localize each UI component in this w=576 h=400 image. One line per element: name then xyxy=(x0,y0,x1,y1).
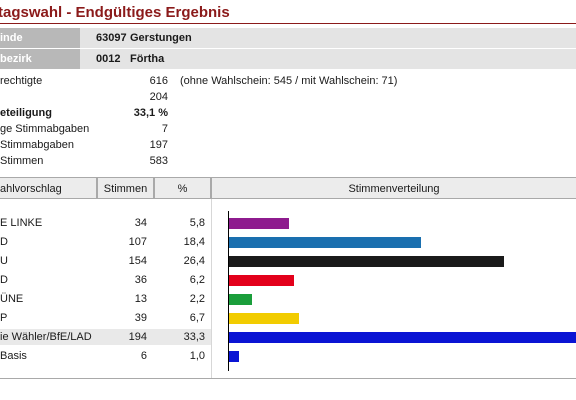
vote-bar xyxy=(229,218,289,229)
stat-row: ge Stimmabgaben 7 xyxy=(0,121,576,137)
table-row: U 154 26,4 xyxy=(0,253,211,269)
table-row: E LINKE 34 5,8 xyxy=(0,215,211,231)
district-number: 0012 xyxy=(96,53,121,65)
party-percent: 18,4 xyxy=(183,236,205,248)
stat-value: 616 xyxy=(149,75,168,87)
party-percent: 1,0 xyxy=(189,350,205,362)
vote-bar xyxy=(229,256,504,267)
table-row: Basis 6 1,0 xyxy=(0,348,211,364)
party-name: P xyxy=(0,312,8,324)
header-percent[interactable]: % xyxy=(154,177,211,199)
party-percent: 2,2 xyxy=(189,293,205,305)
info-row-municipality: inde 63097 Gerstungen xyxy=(0,28,576,48)
table-row: P 39 6,7 xyxy=(0,310,211,326)
page-title: tagswahl - Endgültiges Ergebnis xyxy=(0,4,230,21)
municipality-number: 63097 xyxy=(96,32,127,44)
stat-row: eteiligung 33,1 % xyxy=(0,105,576,121)
stat-label: Stimmen xyxy=(0,155,44,167)
results-table: ahlvorschlag Stimmen % Stimmenverteilung xyxy=(0,177,576,380)
info-label: bezirk xyxy=(0,49,80,69)
party-name: U xyxy=(0,255,8,267)
stat-label: Stimmabgaben xyxy=(0,139,74,151)
stat-note: (ohne Wahlschein: 545 / mit Wahlschein: … xyxy=(180,75,398,87)
table-row: D 107 18,4 xyxy=(0,234,211,250)
party-votes: 154 xyxy=(128,255,147,267)
info-value: 0012 Förtha xyxy=(80,49,576,69)
chart-axis xyxy=(228,211,229,371)
table-bottom-border xyxy=(0,378,576,379)
table-row: ÜNE 13 2,2 xyxy=(0,291,211,307)
party-votes: 107 xyxy=(128,236,147,248)
stat-value: 33,1 % xyxy=(133,107,168,119)
party-name: D xyxy=(0,236,8,248)
stat-row: Stimmabgaben 197 xyxy=(0,137,576,153)
stat-value: 204 xyxy=(149,91,168,103)
vote-bar xyxy=(229,237,421,248)
party-name: D xyxy=(0,274,8,286)
municipality-name: Gerstungen xyxy=(130,32,192,44)
party-percent: 33,3 xyxy=(183,331,205,343)
party-votes: 36 xyxy=(134,274,147,286)
vote-bar xyxy=(229,275,294,286)
party-percent: 6,7 xyxy=(189,312,205,324)
stat-label: ge Stimmabgaben xyxy=(0,123,90,135)
vote-bar xyxy=(229,332,576,343)
stat-value: 197 xyxy=(149,139,168,151)
party-votes: 34 xyxy=(134,217,147,229)
info-label: inde xyxy=(0,28,80,48)
vote-bar xyxy=(229,294,252,305)
vote-bar xyxy=(229,351,239,362)
stat-row: rechtigte 616 (ohne Wahlschein: 545 / mit … xyxy=(0,73,576,89)
vote-bar xyxy=(229,313,299,324)
party-votes: 39 xyxy=(134,312,147,324)
stat-value: 583 xyxy=(149,155,168,167)
party-votes: 6 xyxy=(140,350,147,362)
header-party[interactable]: ahlvorschlag xyxy=(0,177,97,199)
stat-label: eteiligung xyxy=(0,107,52,119)
party-name: Basis xyxy=(0,350,27,362)
column-divider xyxy=(211,199,212,379)
table-row: ie Wähler/BfE/LAD 194 33,3 xyxy=(0,329,211,345)
party-percent: 26,4 xyxy=(183,255,205,267)
stat-row: 204 xyxy=(0,89,576,105)
party-name: ie Wähler/BfE/LAD xyxy=(0,331,92,343)
party-votes: 13 xyxy=(134,293,147,305)
stat-row: Stimmen 583 xyxy=(0,153,576,169)
info-value: 63097 Gerstungen xyxy=(80,28,576,48)
table-row: D 36 6,2 xyxy=(0,272,211,288)
party-percent: 5,8 xyxy=(189,217,205,229)
party-name: ÜNE xyxy=(0,293,24,305)
party-name: E LINKE xyxy=(0,217,43,229)
stat-value: 7 xyxy=(161,123,168,135)
district-name: Förtha xyxy=(130,53,165,65)
title-underline xyxy=(0,23,576,24)
header-votes[interactable]: Stimmen xyxy=(97,177,154,199)
party-percent: 6,2 xyxy=(189,274,205,286)
info-row-district: bezirk 0012 Förtha xyxy=(0,49,576,69)
stat-label: rechtigte xyxy=(0,75,43,87)
party-votes: 194 xyxy=(128,331,147,343)
header-distribution: Stimmenverteilung xyxy=(211,177,576,199)
